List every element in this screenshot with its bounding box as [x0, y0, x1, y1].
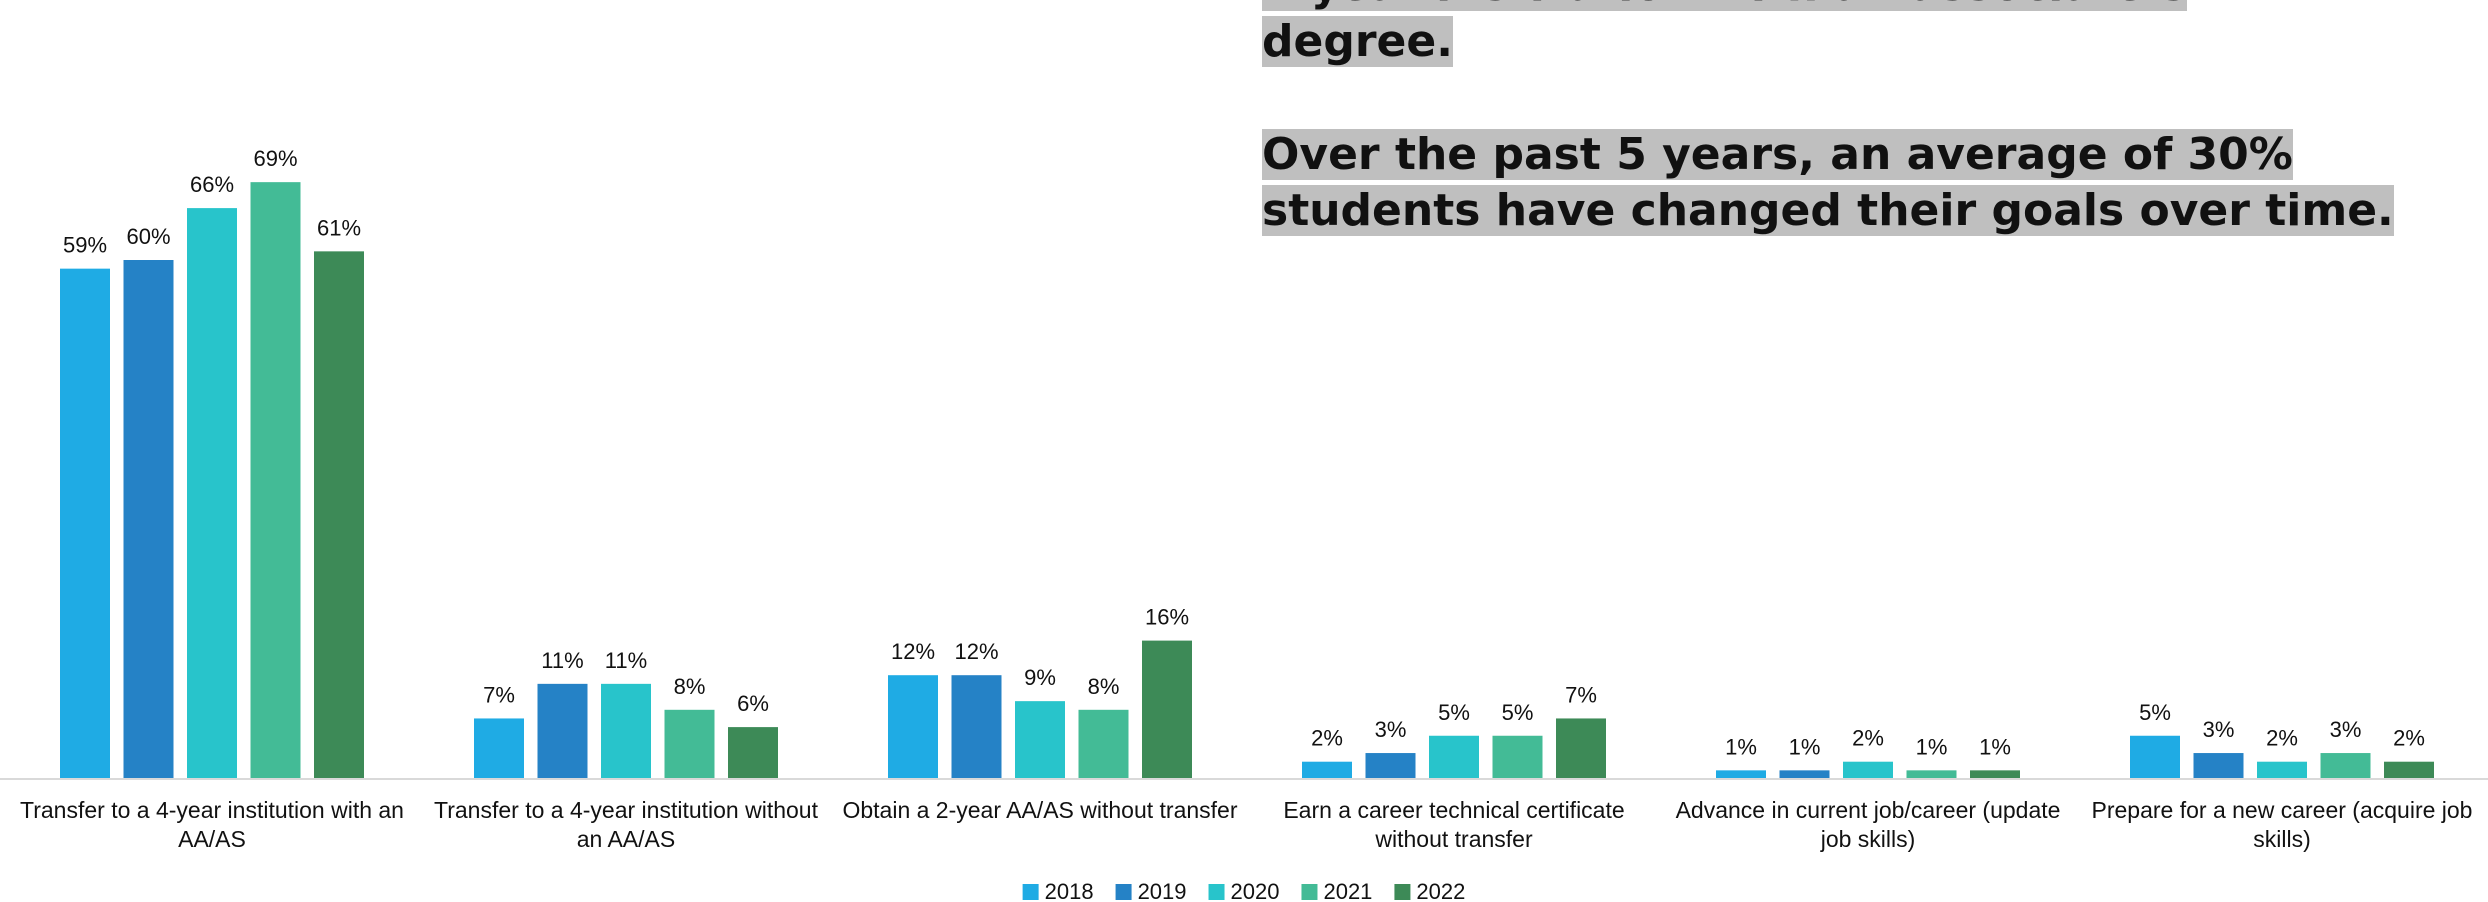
bar-2021-cat-6 [2320, 753, 2371, 779]
data-label: 11% [541, 648, 583, 673]
data-label: 9% [1024, 665, 1056, 690]
data-label: 2% [1311, 726, 1343, 751]
bar-2018-cat-3 [888, 675, 938, 779]
bar-2018-cat-6 [2130, 735, 2180, 779]
legend-swatch [1394, 884, 1411, 900]
bar-2019-cat-6 [2193, 753, 2244, 779]
data-label: 66% [190, 172, 234, 197]
category-label: Advance in current job/career (update job… [1676, 797, 2061, 852]
data-label: 6% [737, 691, 769, 716]
data-label: 12% [891, 639, 935, 664]
data-label: 1% [1789, 734, 1821, 759]
bar-2021-cat-5 [1906, 770, 1957, 779]
bar-2020-cat-4 [1429, 735, 1479, 779]
category-labels: Transfer to a 4-year institution with an… [20, 797, 2472, 852]
legend-swatch [1208, 884, 1225, 900]
data-label: 69% [253, 146, 297, 171]
data-label: 12% [954, 639, 998, 664]
category-label: Transfer to a 4-year institution without… [434, 797, 819, 852]
data-label: 7% [483, 682, 515, 707]
bar-2020-cat-2 [601, 683, 651, 779]
bar-2020-cat-6 [2257, 761, 2307, 779]
legend-item-2018: 2018 [1022, 879, 1094, 902]
category-label: Earn a career technical certificate witho… [1283, 797, 1624, 852]
data-label: 5% [1502, 700, 1534, 725]
data-label: 59% [63, 233, 107, 258]
data-label: 2% [2393, 726, 2425, 751]
bar-2020-cat-5 [1843, 761, 1893, 779]
bar-2022-cat-4 [1556, 718, 1606, 779]
bar-2018-cat-4 [1302, 761, 1352, 779]
data-label: 16% [1145, 605, 1189, 630]
bar-2022-cat-5 [1970, 770, 2020, 779]
data-label: 60% [126, 224, 170, 249]
data-label: 8% [1088, 674, 1120, 699]
bar-2018-cat-1 [60, 268, 110, 779]
bar-2020-cat-3 [1015, 701, 1065, 779]
bar-2018-cat-2 [474, 718, 524, 779]
data-label: 5% [2139, 700, 2171, 725]
data-label: 7% [1565, 682, 1597, 707]
bar-2022-cat-2 [728, 727, 778, 779]
data-label: 3% [1375, 717, 1407, 742]
data-label: 1% [1916, 734, 1948, 759]
legend-swatch [1301, 884, 1318, 900]
legend-item-2021: 2021 [1301, 879, 1372, 902]
callout-text-2: Over the past 5 years, an average of 30%… [1262, 129, 2394, 236]
data-label: 2% [1852, 726, 1884, 751]
data-label: 3% [2203, 717, 2235, 742]
legend-label: 2021 [1323, 879, 1372, 902]
bar-2018-cat-5 [1716, 770, 1766, 779]
bar-2021-cat-2 [664, 709, 715, 779]
legend-label: 2018 [1045, 879, 1094, 902]
bar-2021-cat-4 [1492, 735, 1543, 779]
bar-2019-cat-3 [951, 675, 1002, 779]
legend-item-2019: 2019 [1115, 879, 1187, 902]
data-label: 1% [1979, 734, 2011, 759]
legend-label: 2022 [1416, 879, 1465, 902]
bars-layer: 59% 60% 66% 69% 61% 7% 11% 11% 8% 6% 12% 12% 9% 8% 16%… [60, 146, 2434, 780]
category-label: Prepare for a new career (acquire job ski… [2092, 797, 2473, 852]
data-label: 1% [1725, 734, 1757, 759]
data-label: 3% [2330, 717, 2362, 742]
legend-label: 2019 [1138, 879, 1187, 902]
legend-item-2022: 2022 [1394, 879, 1465, 902]
data-label: 5% [1438, 700, 1470, 725]
bar-2020-cat-1 [187, 208, 237, 780]
legend-swatch [1115, 884, 1132, 900]
category-label: Obtain a 2-year AA/AS without transfer [842, 797, 1237, 823]
category-label: Transfer to a 4-year institution with an… [20, 797, 404, 852]
legend-swatch [1022, 884, 1039, 900]
legend-label: 2020 [1231, 879, 1280, 902]
bar-2021-cat-1 [250, 182, 301, 779]
legend: 2018 2019 2020 2021 2022 [1022, 879, 1465, 902]
bar-2019-cat-4 [1365, 753, 1416, 779]
data-label: 11% [605, 648, 647, 673]
bar-2021-cat-3 [1078, 709, 1129, 779]
data-label: 2% [2266, 726, 2298, 751]
data-label: 8% [674, 674, 706, 699]
bar-2022-cat-1 [314, 251, 364, 780]
bar-2022-cat-6 [2384, 761, 2434, 779]
bar-2019-cat-5 [1779, 770, 1830, 779]
data-label: 61% [317, 215, 361, 240]
bar-2019-cat-1 [123, 260, 174, 779]
bar-2019-cat-2 [537, 683, 588, 779]
bar-2022-cat-3 [1142, 640, 1192, 779]
legend-item-2020: 2020 [1208, 879, 1280, 902]
callout-text-1: the most frequently goal is to transfer … [1262, 0, 2342, 70]
